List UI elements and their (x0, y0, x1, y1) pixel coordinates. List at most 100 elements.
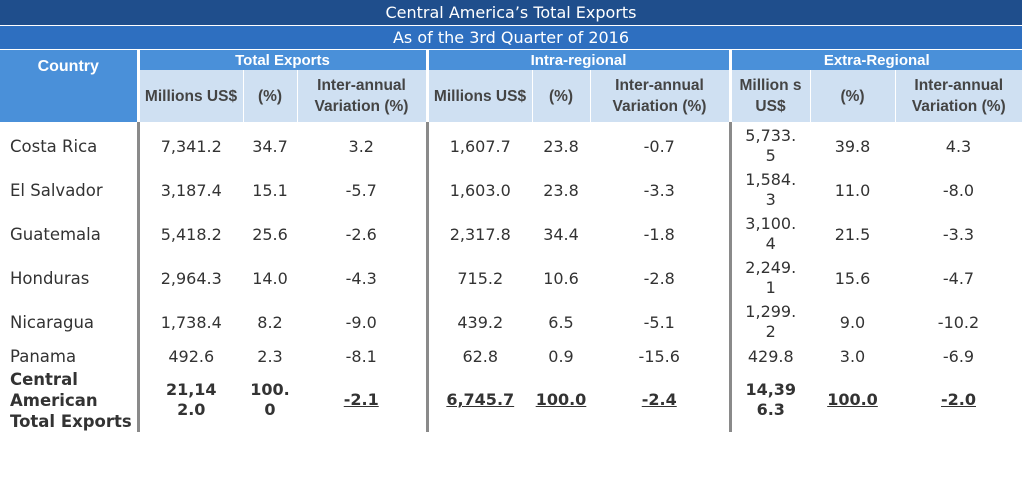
total-value-cell: -2.0 (941, 390, 976, 409)
value-cell: -4.3 (345, 268, 377, 288)
total-value-cell: -2.4 (641, 390, 677, 409)
value-cell: 3,100.4 (728, 212, 810, 256)
value-cell: -2.8 (643, 268, 675, 288)
value-cell: 3,187.4 (136, 168, 243, 212)
value-cell: 39.8 (834, 136, 871, 156)
value-cell: -4.7 (942, 268, 975, 288)
value-cell: 1,738.4 (136, 300, 243, 344)
total-value-cell: 100.0 (535, 390, 587, 409)
value-cell: 9.0 (839, 312, 866, 332)
value-cell: 0.9 (548, 346, 574, 366)
exports-table-panel: Central America’s Total Exports As of th… (0, 0, 1023, 432)
value-cell: 14.0 (252, 268, 288, 288)
group-header-intra-regional: Intra-regional (425, 50, 730, 70)
value-cell: 1,584.3 (728, 168, 810, 212)
total-label-cell: Central American Total Exports (10, 369, 132, 431)
value-cell: 1,299.2 (728, 300, 810, 344)
value-wrap: 5,733.5 (745, 126, 797, 165)
value-cell: 23.8 (543, 136, 579, 156)
value-wrap: 2,249.1 (745, 258, 797, 297)
value-cell: -15.6 (638, 346, 680, 366)
total-value-cell: -2.1 (343, 390, 379, 409)
exports-table: Country Total Exports Intra-regional Ext… (0, 50, 1023, 432)
table-row: Costa Rica 7,341.2 34.7 3.2 1,607.7 23.8… (0, 122, 1022, 168)
table-row: Guatemala 5,418.2 25.6 -2.6 2,317.8 34.4… (0, 212, 1022, 256)
subheader-percent: (%) (531, 70, 590, 122)
value-cell: 11.0 (834, 180, 871, 200)
value-cell: 6.5 (548, 312, 574, 332)
value-cell: 5,733.5 (728, 122, 810, 168)
subheader-variation: Inter-annual Variation (%) (589, 70, 730, 122)
value-cell: 7,341.2 (136, 122, 243, 168)
value-cell: 34.7 (252, 136, 288, 156)
value-cell: 5,418.2 (136, 212, 243, 256)
value-cell: 2,249.1 (728, 256, 810, 300)
total-value-cell: 21,142.0 (136, 368, 243, 432)
value-wrap: 100.0 (250, 380, 290, 419)
value-cell: -6.9 (942, 346, 975, 366)
table-row: Panama 492.6 2.3 -8.1 62.8 0.9 -15.6 429… (0, 344, 1022, 368)
value-cell: -0.7 (643, 136, 675, 156)
subheader-millions: Millions US$ (136, 70, 243, 122)
subheader-variation: Inter-annual Variation (%) (296, 70, 427, 122)
country-cell: Panama (10, 346, 77, 366)
country-column-header: Country (0, 50, 138, 122)
group-header-extra-regional: Extra-Regional (728, 50, 1023, 70)
value-cell: 8.2 (257, 312, 283, 332)
value-cell: 1,607.7 (425, 122, 532, 168)
value-cell: 10.6 (543, 268, 579, 288)
value-cell: -3.3 (643, 180, 675, 200)
value-cell: 25.6 (252, 224, 288, 244)
value-cell: -1.8 (643, 224, 675, 244)
country-cell: Honduras (10, 268, 90, 288)
value-wrap: 3,100.4 (745, 214, 797, 253)
total-row: Central American Total Exports 21,142.0 … (0, 368, 1022, 432)
value-cell: 23.8 (543, 180, 579, 200)
subheader-percent: (%) (809, 70, 895, 122)
country-cell: El Salvador (10, 180, 103, 200)
subheader-variation: Inter-annual Variation (%) (894, 70, 1023, 122)
value-cell: 15.6 (834, 268, 871, 288)
total-value-cell: 14,396.3 (728, 368, 810, 432)
total-value-cell: 100.0 (827, 390, 878, 409)
value-cell: 21.5 (834, 224, 871, 244)
value-cell: -3.3 (942, 224, 975, 244)
value-cell: 2,964.3 (136, 256, 243, 300)
country-cell: Costa Rica (10, 136, 98, 156)
group-header-total-exports: Total Exports (136, 50, 427, 70)
table-subtitle: As of the 3rd Quarter of 2016 (0, 26, 1022, 50)
value-cell: 2,317.8 (425, 212, 532, 256)
value-wrap: 1,299.2 (745, 302, 797, 341)
subheader-millions: Millions US$ (425, 70, 532, 122)
value-wrap: 21,142.0 (165, 380, 217, 419)
value-cell: -8.0 (942, 180, 975, 200)
table-title: Central America’s Total Exports (0, 0, 1022, 26)
value-cell: 34.4 (543, 224, 579, 244)
value-cell: 439.2 (425, 300, 532, 344)
value-wrap: 1,584.3 (745, 170, 797, 209)
value-cell: 492.6 (136, 344, 243, 368)
table-row: El Salvador 3,187.4 15.1 -5.7 1,603.0 23… (0, 168, 1022, 212)
value-cell: 715.2 (425, 256, 532, 300)
subheader-millions: Million s US$ (728, 70, 810, 122)
table-row: Honduras 2,964.3 14.0 -4.3 715.2 10.6 -2… (0, 256, 1022, 300)
value-wrap: 14,396.3 (745, 380, 797, 419)
value-cell: 1,603.0 (425, 168, 532, 212)
value-cell: 3.0 (839, 346, 866, 366)
value-cell: 15.1 (252, 180, 288, 200)
total-value-cell: 100.0 (243, 368, 297, 432)
value-cell: -2.6 (345, 224, 377, 244)
value-cell: 429.8 (728, 344, 810, 368)
value-cell: -8.1 (345, 346, 377, 366)
value-cell: 3.2 (348, 136, 374, 156)
value-cell: 62.8 (425, 344, 532, 368)
value-cell: -9.0 (345, 312, 377, 332)
country-cell: Nicaragua (10, 312, 95, 332)
table-row: Nicaragua 1,738.4 8.2 -9.0 439.2 6.5 -5.… (0, 300, 1022, 344)
subheader-percent: (%) (242, 70, 297, 122)
country-cell: Guatemala (10, 224, 101, 244)
value-cell: -5.7 (345, 180, 377, 200)
total-value-cell: 6,745.7 (425, 368, 532, 432)
value-cell: -5.1 (643, 312, 675, 332)
value-cell: 2.3 (257, 346, 283, 366)
